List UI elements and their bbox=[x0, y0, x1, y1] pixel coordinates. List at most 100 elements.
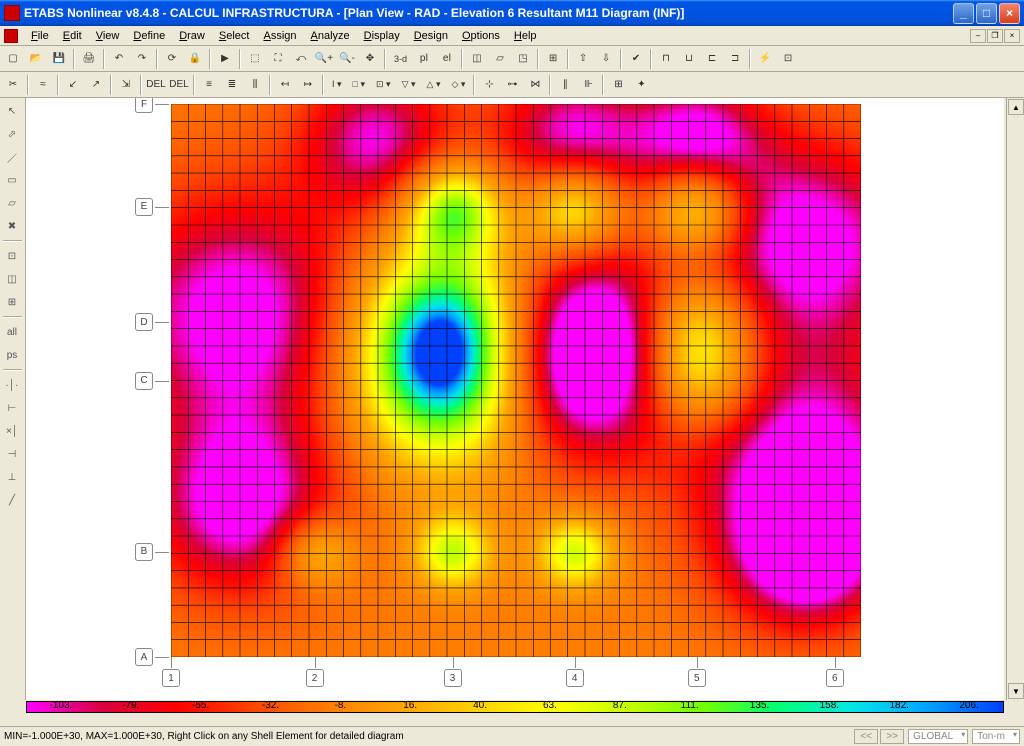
tb-snap3[interactable]: ⋈ bbox=[524, 74, 546, 96]
tb-run[interactable]: ▶ bbox=[214, 48, 236, 70]
minimize-button[interactable]: _ bbox=[953, 3, 974, 24]
tb-del1[interactable]: DEL bbox=[145, 74, 167, 96]
tb-similar[interactable]: ≈ bbox=[32, 74, 54, 96]
colorbar-tick: -8. bbox=[335, 700, 347, 711]
tb-zoom-full[interactable]: ⛶ bbox=[267, 48, 289, 70]
tb-check[interactable]: ✔ bbox=[625, 48, 647, 70]
menu-edit[interactable]: Edit bbox=[56, 28, 89, 44]
tb-del2[interactable]: DEL bbox=[168, 74, 190, 96]
mdi-icon[interactable] bbox=[4, 29, 18, 43]
tb-align3[interactable]: ⫼ bbox=[244, 74, 266, 96]
tb-dd4[interactable]: ▽ ▾ bbox=[397, 74, 421, 96]
tb-snap1[interactable]: ⊹ bbox=[478, 74, 500, 96]
side-draw2[interactable]: ◫ bbox=[1, 268, 23, 290]
side-pointer[interactable]: ↖ bbox=[1, 100, 23, 122]
tb-dd5[interactable]: △ ▾ bbox=[422, 74, 446, 96]
tb-refresh[interactable]: ⟳ bbox=[161, 48, 183, 70]
tb-elev[interactable]: eǀ bbox=[436, 48, 458, 70]
tb-align2[interactable]: ≣ bbox=[221, 74, 243, 96]
side-draw1[interactable]: ⊡ bbox=[1, 245, 23, 267]
menu-assign[interactable]: Assign bbox=[256, 28, 303, 44]
side-snap-int[interactable]: ⊣ bbox=[1, 443, 23, 465]
tb-view2[interactable]: ↗ bbox=[85, 74, 107, 96]
tb-align1[interactable]: ≡ bbox=[198, 74, 220, 96]
mdi-restore[interactable]: ❐ bbox=[987, 29, 1003, 43]
menu-define[interactable]: Define bbox=[126, 28, 172, 44]
tb-move-up[interactable]: ⇧ bbox=[572, 48, 594, 70]
menu-options[interactable]: Options bbox=[455, 28, 507, 44]
maximize-button[interactable]: □ bbox=[976, 3, 997, 24]
side-dim2[interactable]: ps bbox=[1, 344, 23, 366]
tb-perspective[interactable]: ◫ bbox=[466, 48, 488, 70]
tb-3d[interactable]: 3-d bbox=[389, 48, 412, 70]
menu-help[interactable]: Help bbox=[507, 28, 544, 44]
menu-select[interactable]: Select bbox=[212, 28, 257, 44]
tb-obj3[interactable]: ⊏ bbox=[701, 48, 723, 70]
tb-pan[interactable]: ✥ bbox=[359, 48, 381, 70]
tb-zoom-out[interactable]: 🔍- bbox=[336, 48, 358, 70]
contour-plot[interactable] bbox=[171, 104, 861, 657]
tb-nudge2[interactable]: ↦ bbox=[297, 74, 319, 96]
tb-obj4[interactable]: ⊐ bbox=[724, 48, 746, 70]
tb-move-down[interactable]: ⇩ bbox=[595, 48, 617, 70]
tb-new[interactable]: ▢ bbox=[2, 48, 24, 70]
nav-prev-button[interactable]: << bbox=[854, 729, 878, 744]
tb-meas2[interactable]: ⊡ bbox=[777, 48, 799, 70]
tb-obj2[interactable]: ⊔ bbox=[678, 48, 700, 70]
side-draw3[interactable]: ⊞ bbox=[1, 291, 23, 313]
tb-set-elements[interactable]: ⊞ bbox=[542, 48, 564, 70]
tb-obj1[interactable]: ⊓ bbox=[655, 48, 677, 70]
side-snap-perp[interactable]: ⊥ bbox=[1, 466, 23, 488]
tb-nudge1[interactable]: ↤ bbox=[274, 74, 296, 96]
tb-zoom-window[interactable]: ⬚ bbox=[244, 48, 266, 70]
menu-display[interactable]: Display bbox=[357, 28, 407, 44]
nav-up[interactable]: ▲ bbox=[1008, 99, 1024, 115]
tb-meas1[interactable]: ⚡ bbox=[754, 48, 776, 70]
menu-draw[interactable]: Draw bbox=[172, 28, 212, 44]
mdi-minimize[interactable]: – bbox=[970, 29, 986, 43]
tb-lock[interactable]: 🔒 bbox=[184, 48, 206, 70]
tb-end1[interactable]: ∥ bbox=[554, 74, 576, 96]
side-snap-end[interactable]: ×│ bbox=[1, 420, 23, 442]
tb-save[interactable]: 💾 bbox=[48, 48, 70, 70]
tb-extrude[interactable]: ⇲ bbox=[115, 74, 137, 96]
tb-view1[interactable]: ↙ bbox=[62, 74, 84, 96]
side-snap-mid[interactable]: ⊢ bbox=[1, 397, 23, 419]
side-line[interactable]: ／ bbox=[1, 146, 23, 168]
nav-next-button[interactable]: >> bbox=[880, 729, 904, 744]
menu-analyze[interactable]: Analyze bbox=[304, 28, 357, 44]
mdi-close[interactable]: × bbox=[1004, 29, 1020, 43]
tb-last2[interactable]: ✦ bbox=[630, 74, 652, 96]
units-dropdown[interactable]: Ton-m bbox=[972, 729, 1020, 744]
tb-plan[interactable]: pǀ bbox=[413, 48, 435, 70]
tb-undo[interactable]: ↶ bbox=[108, 48, 130, 70]
tb-last1[interactable]: ⊞ bbox=[607, 74, 629, 96]
tb-cut[interactable]: ✂ bbox=[2, 74, 24, 96]
tb-print[interactable]: 🖨 bbox=[78, 48, 100, 70]
tb-dd6[interactable]: ◇ ▾ bbox=[446, 74, 470, 96]
side-reshape[interactable]: ⬀ bbox=[1, 123, 23, 145]
tb-shrink[interactable]: ▱ bbox=[489, 48, 511, 70]
side-rect[interactable]: ▭ bbox=[1, 169, 23, 191]
side-snap-line[interactable]: ╱ bbox=[1, 489, 23, 511]
close-button[interactable]: × bbox=[999, 3, 1020, 24]
side-null[interactable]: ✖ bbox=[1, 215, 23, 237]
tb-zoom-prev[interactable]: ⤺ bbox=[290, 48, 312, 70]
tb-dd3[interactable]: ⊡ ▾ bbox=[371, 74, 396, 96]
nav-down[interactable]: ▼ bbox=[1008, 683, 1024, 699]
tb-end2[interactable]: ⊪ bbox=[577, 74, 599, 96]
tb-redo[interactable]: ↷ bbox=[131, 48, 153, 70]
side-snap-pt[interactable]: ·│· bbox=[1, 374, 23, 396]
coord-system-dropdown[interactable]: GLOBAL bbox=[908, 729, 968, 744]
tb-object[interactable]: ◳ bbox=[512, 48, 534, 70]
tb-dd2[interactable]: □ ▾ bbox=[348, 74, 370, 96]
side-area[interactable]: ▱ bbox=[1, 192, 23, 214]
tb-dd1[interactable]: I ▾ bbox=[327, 74, 347, 96]
menu-file[interactable]: File bbox=[24, 28, 56, 44]
tb-snap2[interactable]: ⊶ bbox=[501, 74, 523, 96]
menu-design[interactable]: Design bbox=[407, 28, 455, 44]
menu-view[interactable]: View bbox=[89, 28, 127, 44]
tb-zoom-in[interactable]: 🔍+ bbox=[313, 48, 335, 70]
tb-open[interactable]: 📂 bbox=[25, 48, 47, 70]
side-dim1[interactable]: all bbox=[1, 321, 23, 343]
